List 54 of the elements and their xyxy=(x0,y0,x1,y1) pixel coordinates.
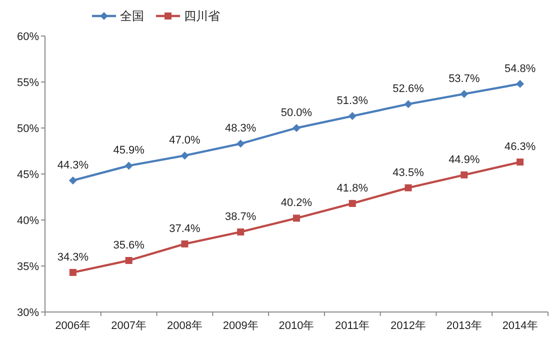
y-tick-label: 35% xyxy=(16,261,40,273)
data-label: 44.3% xyxy=(57,159,89,172)
point xyxy=(460,90,468,98)
x-tick-label: 2010年 xyxy=(278,320,314,332)
point xyxy=(293,214,300,222)
point xyxy=(68,176,77,184)
legend-label: 全国 xyxy=(120,9,144,23)
point xyxy=(236,140,245,148)
point xyxy=(404,184,412,192)
point xyxy=(460,171,468,178)
data-label: 43.5% xyxy=(392,166,424,179)
point xyxy=(516,158,524,166)
point xyxy=(181,240,188,248)
point xyxy=(237,228,244,236)
data-label: 34.3% xyxy=(57,251,89,264)
y-tick-label: 60% xyxy=(16,31,40,43)
data-label: 52.6% xyxy=(392,83,424,96)
x-tick-label: 2006年 xyxy=(55,320,91,332)
y-tick-label: 30% xyxy=(16,307,40,319)
data-label: 40.2% xyxy=(280,197,312,210)
y-tick-label: 55% xyxy=(16,77,40,89)
legend-label: 四川省 xyxy=(184,9,220,23)
data-label: 51.3% xyxy=(336,95,368,108)
y-tick-label: 40% xyxy=(16,215,40,227)
data-label: 50.0% xyxy=(280,107,312,119)
x-tick-label: 2012年 xyxy=(390,320,426,332)
point xyxy=(124,162,133,170)
point xyxy=(180,152,189,160)
x-tick-label: 2007年 xyxy=(111,320,147,332)
x-tick-label: 2009年 xyxy=(222,320,258,332)
point xyxy=(125,256,132,264)
point xyxy=(348,112,356,120)
data-label: 37.4% xyxy=(169,222,201,235)
y-tick-label: 45% xyxy=(16,169,40,181)
x-tick-label: 2013年 xyxy=(446,320,482,332)
point xyxy=(516,80,524,88)
x-tick-label: 2011年 xyxy=(335,320,370,332)
data-label: 38.7% xyxy=(225,210,256,223)
data-label: 46.3% xyxy=(504,141,536,154)
x-tick-label: 2014年 xyxy=(502,320,538,332)
x-tick-label: 2008年 xyxy=(166,320,202,332)
data-label: 54.8% xyxy=(504,62,536,75)
data-label: 41.8% xyxy=(336,182,368,194)
data-label: 47.0% xyxy=(169,134,201,147)
data-label: 53.7% xyxy=(448,72,480,85)
point xyxy=(69,268,76,276)
data-label: 45.9% xyxy=(113,144,145,157)
point xyxy=(404,100,412,108)
data-label: 44.9% xyxy=(448,154,480,166)
data-label: 48.3% xyxy=(225,122,256,135)
point xyxy=(348,200,356,207)
point xyxy=(292,124,300,132)
y-tick-label: 50% xyxy=(16,123,40,135)
data-label: 35.6% xyxy=(113,239,145,252)
